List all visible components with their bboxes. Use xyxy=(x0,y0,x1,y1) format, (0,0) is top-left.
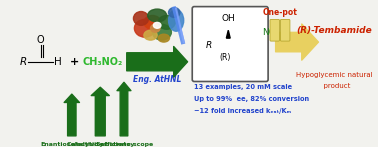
Text: ~12 fold increased kₑₐₜ/Kₘ: ~12 fold increased kₑₐₜ/Kₘ xyxy=(194,108,291,114)
FancyBboxPatch shape xyxy=(192,7,268,81)
Ellipse shape xyxy=(153,22,161,28)
Text: Enantioselectivity: Enantioselectivity xyxy=(40,142,104,147)
Text: Substrate scope: Substrate scope xyxy=(96,142,153,147)
FancyArrowPatch shape xyxy=(117,82,131,136)
Ellipse shape xyxy=(135,19,155,37)
FancyArrowPatch shape xyxy=(127,46,187,77)
Text: Up to 99%  ee, 82% conversion: Up to 99% ee, 82% conversion xyxy=(194,96,309,102)
Text: +: + xyxy=(70,57,79,67)
Text: NO₂: NO₂ xyxy=(262,28,280,37)
Ellipse shape xyxy=(150,24,160,32)
Text: (R): (R) xyxy=(220,53,231,62)
Ellipse shape xyxy=(152,24,171,40)
Ellipse shape xyxy=(169,8,180,17)
Text: O: O xyxy=(37,35,44,45)
FancyArrowPatch shape xyxy=(276,24,318,60)
Text: H: H xyxy=(54,57,62,67)
Text: product: product xyxy=(319,83,350,89)
FancyBboxPatch shape xyxy=(270,19,279,41)
Text: R: R xyxy=(20,57,27,67)
Text: (R)-Tembamide: (R)-Tembamide xyxy=(297,26,372,35)
Text: Eng. AtHNL: Eng. AtHNL xyxy=(133,75,181,84)
FancyBboxPatch shape xyxy=(280,19,290,41)
Text: Catalytic efficiency: Catalytic efficiency xyxy=(67,142,134,147)
Text: Hypoglycemic natural: Hypoglycemic natural xyxy=(296,72,373,78)
Text: 13 examples, 20 mM scale: 13 examples, 20 mM scale xyxy=(194,84,292,90)
Text: OH: OH xyxy=(222,14,235,23)
Text: One-pot: One-pot xyxy=(263,8,298,17)
Ellipse shape xyxy=(144,30,157,40)
Text: CH₃NO₂: CH₃NO₂ xyxy=(83,57,123,67)
Ellipse shape xyxy=(158,34,169,42)
FancyArrowPatch shape xyxy=(91,87,109,136)
Ellipse shape xyxy=(148,9,167,22)
Ellipse shape xyxy=(133,11,149,25)
Text: R: R xyxy=(206,41,212,50)
Ellipse shape xyxy=(169,10,184,31)
Polygon shape xyxy=(226,30,230,38)
FancyArrowPatch shape xyxy=(64,94,79,136)
Ellipse shape xyxy=(158,15,175,29)
Ellipse shape xyxy=(144,15,161,29)
